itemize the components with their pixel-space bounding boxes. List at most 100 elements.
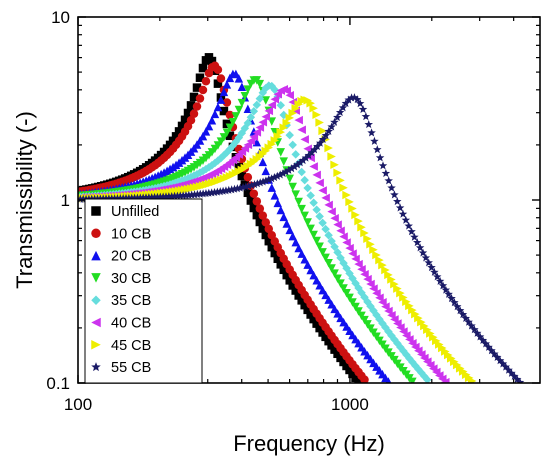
data-point <box>399 293 408 302</box>
data-point <box>467 321 476 330</box>
data-point <box>404 221 413 230</box>
data-point <box>318 126 327 136</box>
data-point <box>225 110 235 120</box>
data-point <box>354 259 363 269</box>
data-point <box>324 295 333 304</box>
data-point <box>270 248 280 258</box>
data-point <box>458 310 468 319</box>
legend-marker <box>91 273 101 283</box>
data-point <box>291 190 300 199</box>
data-point <box>298 155 308 165</box>
data-point <box>354 377 363 383</box>
data-point <box>261 218 271 227</box>
data-point <box>287 164 296 173</box>
data-point <box>330 160 339 169</box>
data-point <box>324 259 333 268</box>
data-point <box>426 329 435 338</box>
data-point <box>333 112 342 122</box>
data-point <box>273 171 282 180</box>
data-point <box>441 285 451 294</box>
data-point <box>222 128 232 138</box>
data-point <box>177 121 187 131</box>
data-point <box>241 182 251 191</box>
data-point <box>297 249 306 258</box>
data-point <box>354 307 363 316</box>
data-point <box>275 170 285 179</box>
data-point <box>252 197 262 206</box>
data-point <box>418 248 428 257</box>
x-tick-label: 100 <box>64 395 92 414</box>
data-point <box>291 150 300 159</box>
legend-label: 40 CB <box>111 316 151 332</box>
data-point <box>181 190 191 200</box>
data-point <box>198 189 208 198</box>
data-point <box>238 182 248 192</box>
data-point <box>504 365 513 374</box>
data-point <box>510 371 519 380</box>
data-point <box>213 187 222 196</box>
data-point <box>255 79 265 89</box>
data-point <box>285 113 294 123</box>
data-point <box>318 285 327 295</box>
y-tick-label: 10 <box>51 8 70 27</box>
data-point <box>213 65 223 74</box>
data-point <box>270 85 280 95</box>
data-point <box>221 186 231 195</box>
data-point <box>261 176 271 185</box>
data-point <box>246 113 256 122</box>
data-point <box>410 232 419 241</box>
data-point <box>360 228 369 238</box>
data-point <box>213 102 223 112</box>
data-point <box>264 106 274 116</box>
data-point <box>315 178 324 188</box>
data-point <box>294 115 303 125</box>
legend-label: 30 CB <box>111 271 151 287</box>
data-point <box>318 186 327 195</box>
data-point <box>315 118 324 127</box>
data-point <box>192 102 202 111</box>
data-point <box>195 73 205 82</box>
data-point <box>318 218 327 228</box>
data-point <box>267 100 277 110</box>
data-point <box>291 286 300 295</box>
data-point <box>255 217 265 227</box>
data-point <box>247 180 256 189</box>
data-point <box>348 249 357 258</box>
data-point <box>285 225 294 235</box>
data-point <box>198 131 208 141</box>
y-tick-label: 1 <box>61 191 70 210</box>
data-point <box>294 291 303 300</box>
data-point <box>264 175 274 184</box>
data-point <box>327 122 336 131</box>
data-point <box>395 203 405 212</box>
data-point <box>417 317 426 327</box>
data-point <box>291 237 300 247</box>
data-point <box>312 205 321 214</box>
data-point <box>324 143 333 153</box>
data-point <box>234 105 244 115</box>
data-point <box>285 130 294 140</box>
data-point <box>300 254 309 264</box>
data-point <box>195 94 205 103</box>
data-point <box>207 56 217 66</box>
data-point <box>321 224 330 234</box>
data-point <box>309 198 318 208</box>
data-point <box>307 148 316 157</box>
legend-label: 10 CB <box>111 226 151 242</box>
data-point <box>210 109 220 119</box>
data-point <box>303 144 312 154</box>
data-point <box>285 174 294 184</box>
data-point <box>218 186 228 195</box>
data-point <box>231 112 241 121</box>
data-point <box>324 230 333 240</box>
data-point <box>303 305 312 315</box>
data-point <box>306 310 315 319</box>
data-point <box>357 311 366 321</box>
data-point <box>225 123 235 133</box>
data-point <box>216 74 226 83</box>
data-point <box>306 98 315 108</box>
data-point <box>390 190 399 199</box>
data-point <box>423 325 432 335</box>
data-point <box>258 118 268 127</box>
data-point <box>364 120 373 129</box>
